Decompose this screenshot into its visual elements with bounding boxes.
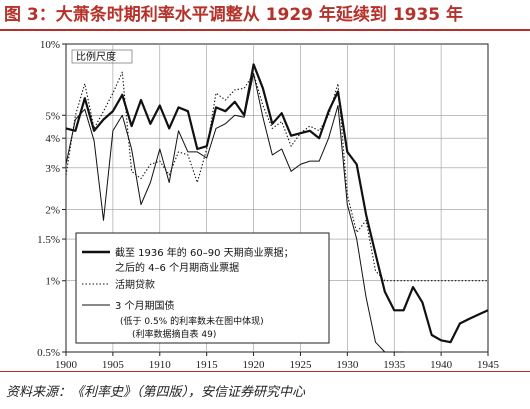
series-lines — [65, 63, 489, 353]
scale-label: 比例尺度 — [76, 50, 116, 63]
legend-series1-line1: 截至 1936 年的 60–90 天期商业票据； — [115, 246, 294, 259]
scale-label-box — [71, 49, 133, 64]
legend-series1-line2: 之后的 4–6 个月期商业票据 — [115, 261, 239, 274]
x-tick-label: 1910 — [149, 359, 172, 371]
x-tick-label: 1915 — [196, 359, 219, 371]
y-tick-label: 0.5% — [37, 347, 60, 359]
legend: 截至 1936 年的 60–90 天期商业票据； 之后的 4–6 个月期商业票据… — [75, 232, 330, 344]
y-tick-label: 1.5% — [37, 234, 60, 246]
x-tick-label: 1930 — [336, 359, 359, 371]
legend-note1: (低于 0.5% 的利率数未在图中体现) — [120, 315, 264, 327]
legend-note2: (利率数据摘自表 49) — [132, 328, 216, 340]
source-note: 资料来源：《利率史》（第四版），安信证券研究中心 — [6, 385, 306, 400]
y-tick-label: 4% — [45, 133, 60, 145]
figure-title: 图 3：大萧条时期利率水平调整从 1929 年延续到 1935 年 — [4, 5, 464, 25]
x-axis: 1900 1905 1910 1915 1920 1925 1930 1935 1940 1945 — [55, 352, 500, 371]
bottom-rule — [0, 371, 530, 372]
series-line-1 — [65, 63, 489, 344]
x-tick-label: 1935 — [383, 359, 406, 371]
legend-series2: 活期贷款 — [115, 278, 155, 291]
y-tick-label: 2% — [45, 204, 60, 216]
x-tick-label: 1925 — [289, 359, 312, 371]
x-tick-label: 1900 — [55, 359, 78, 371]
x-tick-label: 1920 — [243, 359, 266, 371]
x-tick-label: 1905 — [102, 359, 125, 371]
legend-series3: 3 个月期国债 — [115, 299, 175, 312]
legend-box — [75, 232, 330, 344]
y-tick-label: 10% — [40, 39, 60, 51]
title-rule — [0, 29, 530, 31]
grid — [66, 44, 488, 352]
y-tick-label: 5% — [45, 110, 60, 122]
y-axis: 10% 5% 4% 3% 2% 1.5% 1% 0.5% — [37, 39, 66, 359]
y-tick-label: 3% — [45, 163, 60, 175]
x-tick-label: 1945 — [477, 359, 500, 371]
series-line-3 — [65, 73, 404, 353]
y-tick-label: 1% — [45, 276, 60, 288]
x-tick-label: 1940 — [430, 359, 453, 371]
